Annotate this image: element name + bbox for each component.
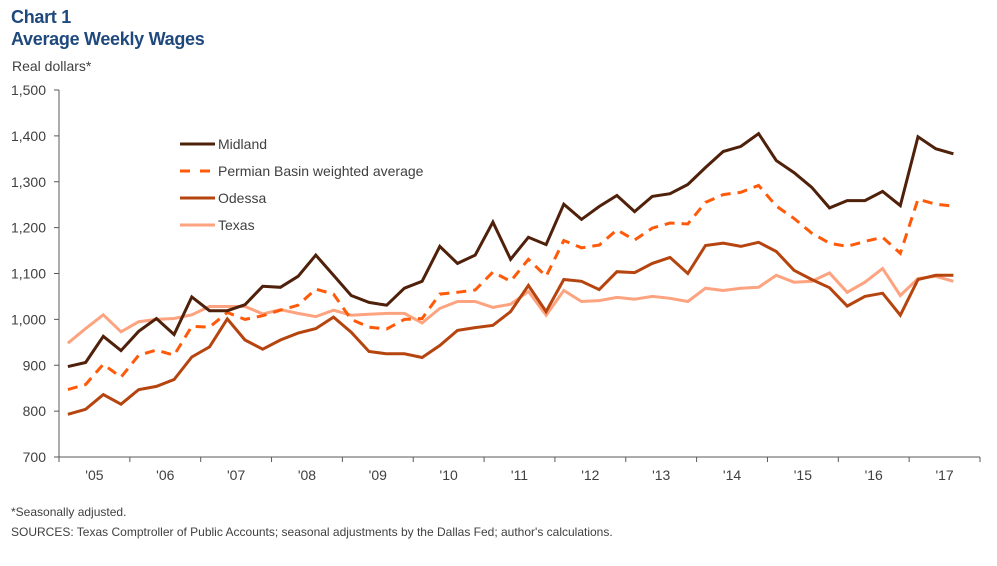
- legend-label-midland: Midland: [218, 136, 267, 152]
- series-line-midland: [67, 131, 954, 369]
- legend-label-odessa: Odessa: [218, 190, 266, 206]
- x-tick-label: '08: [298, 467, 316, 483]
- y-tick-label: 700: [23, 449, 47, 465]
- x-tick-label: '09: [369, 467, 387, 483]
- y-tick-label: 1,400: [11, 128, 46, 144]
- x-tick-label: '07: [227, 467, 245, 483]
- legend-label-permian-basin-weighted-average: Permian Basin weighted average: [218, 163, 424, 179]
- series-line-odessa: [67, 240, 954, 416]
- chart-title: Average Weekly Wages: [11, 29, 205, 49]
- chart-number: Chart 1: [11, 7, 71, 27]
- axes: [54, 89, 981, 462]
- line-chart: 7008009001,0001,1001,2001,3001,4001,500 …: [11, 82, 981, 483]
- legend-label-texas: Texas: [218, 217, 255, 233]
- y-tick-label: 1,100: [11, 266, 46, 282]
- x-tick-label: '11: [511, 467, 528, 483]
- x-tick-label: '05: [85, 467, 103, 483]
- y-tick-labels: 700 800 900 1,000 1,100 1,200 1,300 1,400 1,500: [11, 82, 46, 465]
- y-tick-label: 1,000: [11, 311, 46, 327]
- x-tick-label: '15: [794, 467, 812, 483]
- series-line-permian-basin-weighted-average: [67, 183, 954, 392]
- x-tick-label: '10: [440, 467, 458, 483]
- y-axis-unit-label: Real dollars*: [12, 58, 92, 74]
- y-tick-label: 900: [23, 357, 47, 373]
- y-tick-label: 1,300: [11, 174, 46, 190]
- footnote: *Seasonally adjusted.: [11, 505, 127, 519]
- y-tick-label: 1,500: [11, 82, 46, 98]
- sources-note: SOURCES: Texas Comptroller of Public Acc…: [11, 525, 613, 539]
- legend: Midland Permian Basin weighted average Ode…: [180, 136, 424, 233]
- series-layer: [66, 131, 954, 416]
- x-tick-label: '13: [652, 467, 670, 483]
- x-tick-labels: '05 '06 '07 '08 '09 '10 '11 '12 '13 '14 '15 '16 '17: [85, 467, 954, 483]
- y-tick-label: 800: [23, 403, 47, 419]
- x-tick-label: '12: [581, 467, 599, 483]
- x-tick-label: '17: [935, 467, 953, 483]
- series-line-texas: [66, 266, 954, 345]
- x-tick-label: '06: [156, 467, 174, 483]
- x-tick-label: '14: [723, 467, 741, 483]
- y-tick-label: 1,200: [11, 220, 46, 236]
- x-tick-label: '16: [865, 467, 883, 483]
